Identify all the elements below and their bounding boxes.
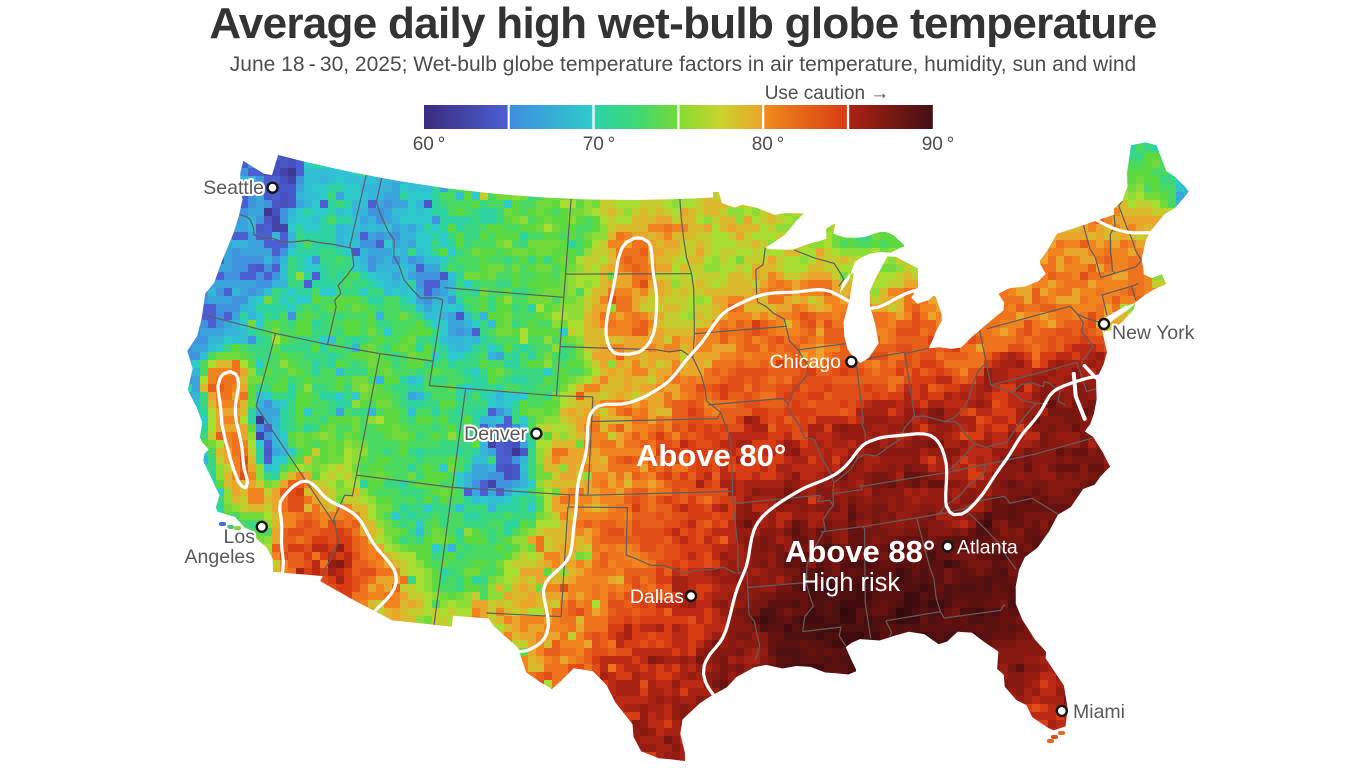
svg-text:Chicago: Chicago [769,351,841,373]
svg-text:High risk: High risk [801,569,900,597]
svg-text:Miami: Miami [1073,701,1125,723]
svg-text:June 18 - 30, 2025; Wet-bulb g: June 18 - 30, 2025; Wet-bulb globe tempe… [230,53,1136,76]
svg-text:Use caution →: Use caution → [765,83,890,104]
svg-text:Denver: Denver [464,423,527,445]
svg-text:New York: New York [1112,322,1195,344]
svg-text:Atlanta: Atlanta [957,537,1018,559]
svg-text:90 °: 90 ° [922,134,955,155]
svg-text:Los: Los [224,526,256,548]
svg-text:Above 80°: Above 80° [636,438,786,473]
svg-text:Angeles: Angeles [185,546,256,568]
svg-text:Dallas: Dallas [630,586,684,608]
svg-text:80 °: 80 ° [752,134,785,155]
svg-text:60 °: 60 ° [413,134,446,155]
svg-text:70 °: 70 ° [583,134,616,155]
svg-text:Average daily high wet-bulb gl: Average daily high wet-bulb globe temper… [209,0,1156,48]
svg-text:Seattle: Seattle [203,177,264,199]
svg-text:Above 88°: Above 88° [785,534,935,569]
